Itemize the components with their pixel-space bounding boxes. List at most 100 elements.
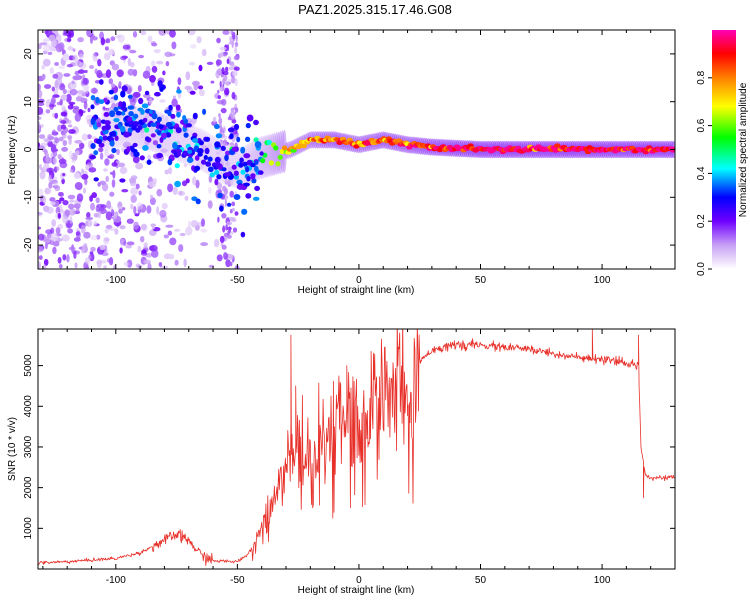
noise-speckle: [112, 169, 116, 179]
noise-speckle: [141, 249, 147, 254]
noise-speckle: [81, 173, 89, 180]
ridge-scatter: [240, 146, 246, 154]
ridge-scatter: [245, 166, 250, 173]
ridge-scatter: [186, 157, 194, 163]
noise-speckle: [42, 38, 50, 42]
ridge-scatter: [214, 123, 220, 130]
noise-speckle: [73, 250, 77, 259]
y-tick-label: -20: [23, 237, 34, 252]
noise-speckle: [66, 119, 72, 124]
ridge-scatter: [103, 97, 108, 103]
noise-speckle: [38, 121, 41, 130]
ridge-scatter: [131, 125, 137, 131]
noise-speckle: [58, 136, 64, 142]
ridge-scatter: [142, 145, 149, 151]
noise-speckle: [58, 158, 67, 165]
noise-speckle: [165, 61, 170, 67]
ridge-point: [353, 144, 360, 149]
ridge-scatter: [205, 161, 212, 167]
ridge-scatter: [196, 148, 204, 154]
noise-speckle: [106, 258, 112, 263]
noise-speckle: [105, 38, 111, 44]
ridge-point: [133, 113, 139, 119]
noise-speckle: [82, 187, 87, 194]
ridge-point: [242, 161, 248, 167]
noise-speckle: [86, 212, 91, 219]
noise-speckle: [38, 98, 45, 104]
ridge-scatter: [147, 122, 152, 128]
noise-speckle: [52, 73, 59, 79]
noise-speckle: [185, 226, 193, 236]
noise-speckle: [38, 188, 44, 197]
ridge-point: [144, 127, 150, 133]
noise-speckle: [100, 37, 106, 46]
ridge-scatter: [195, 198, 201, 205]
noise-speckle: [60, 124, 67, 130]
noise-speckle: [111, 162, 118, 167]
ridge-scatter: [175, 127, 182, 134]
ridge-scatter: [207, 166, 214, 173]
ridge-scatter: [226, 202, 232, 207]
noise-speckle: [48, 174, 52, 182]
noise-speckle: [135, 162, 144, 170]
y-tick-label: 4000: [23, 395, 34, 418]
ridge-scatter: [113, 118, 120, 123]
noise-speckle: [143, 93, 151, 99]
ridge-point: [231, 164, 237, 170]
ridge-scatter: [108, 89, 114, 95]
ridge-point: [170, 113, 176, 119]
ridge-scatter: [254, 185, 260, 192]
noise-speckle: [45, 154, 50, 164]
noise-speckle: [49, 67, 54, 74]
noise-speckle: [62, 200, 69, 206]
noise-speckle: [75, 96, 83, 102]
noise-speckle: [38, 43, 42, 50]
ridge-point: [137, 124, 143, 131]
colorbar-label: Normalized spectral amplitude: [738, 82, 749, 217]
ridge-scatter: [174, 180, 182, 188]
noise-speckle: [126, 241, 135, 246]
noise-speckle: [224, 199, 227, 208]
ridge-scatter: [246, 176, 251, 182]
noise-speckle: [137, 245, 142, 253]
noise-speckle: [48, 34, 56, 41]
noise-speckle: [72, 48, 76, 52]
ridge-scatter: [239, 157, 244, 163]
spectrogram-heatmap: [38, 30, 675, 269]
ridge-scatter: [127, 105, 135, 110]
snr-x-axis-label: Height of straight line (km): [298, 585, 415, 596]
ridge-scatter: [191, 165, 196, 172]
ridge-point: [273, 145, 279, 151]
ridge-scatter: [197, 152, 203, 157]
noise-speckle: [220, 51, 224, 58]
noise-speckle: [84, 257, 91, 265]
noise-speckle: [213, 238, 220, 248]
noise-speckle: [96, 70, 103, 79]
noise-speckle: [52, 157, 57, 165]
ridge-point: [277, 154, 283, 160]
noise-speckle: [108, 48, 115, 56]
noise-speckle: [99, 244, 106, 251]
noise-speckle: [66, 38, 72, 42]
noise-speckle: [184, 85, 192, 90]
noise-speckle: [53, 136, 59, 142]
noise-speckle: [183, 163, 187, 168]
noise-speckle: [67, 124, 73, 128]
ridge-point: [214, 169, 220, 175]
noise-speckle: [61, 104, 66, 110]
noise-speckle: [59, 197, 65, 202]
noise-speckle: [86, 134, 92, 140]
noise-speckle: [83, 231, 91, 239]
noise-speckle: [232, 70, 238, 77]
ridge-scatter: [127, 94, 133, 99]
noise-speckle: [62, 88, 67, 95]
noise-speckle: [89, 65, 95, 69]
ridge-scatter: [120, 90, 126, 98]
noise-speckle: [108, 153, 115, 159]
noise-speckle: [219, 46, 227, 51]
noise-speckle: [132, 69, 138, 77]
noise-speckle: [95, 205, 100, 213]
y-tick-label: 20: [23, 48, 34, 60]
ridge-scatter: [109, 110, 116, 118]
ridge-scatter: [233, 194, 241, 200]
